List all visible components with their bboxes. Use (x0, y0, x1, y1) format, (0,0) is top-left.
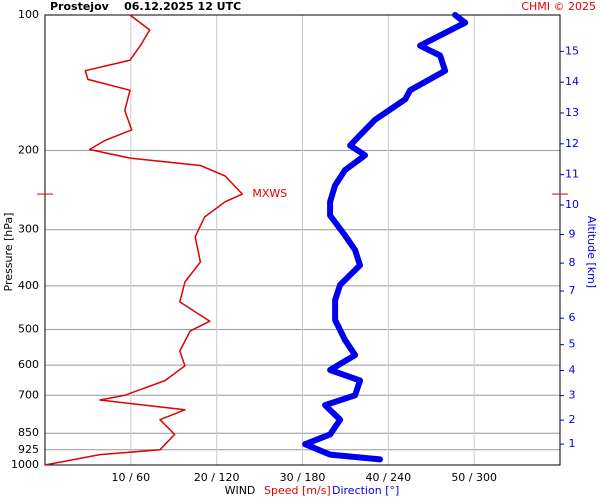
y-tick-label: 925 (18, 443, 39, 456)
legend-speed: Speed [m/s] (264, 484, 331, 497)
y-tick-label: 850 (18, 426, 39, 439)
y2-tick-label: 12 (565, 137, 579, 150)
y2-tick-label: 7 (569, 284, 576, 297)
x-tick-label: 50 / 300 (451, 471, 497, 484)
credit: CHMI © 2025 (521, 0, 596, 13)
y-tick-label: 200 (18, 143, 39, 156)
y2-tick-label: 1 (569, 437, 576, 450)
x-tick-label: 20 / 120 (194, 471, 240, 484)
y2-tick-label: 2 (569, 413, 576, 426)
plot-frame (44, 14, 561, 466)
y-tick-label: 1000 (11, 458, 39, 471)
y-axis-label: Pressure [hPa] (2, 213, 15, 292)
y2-tick-label: 13 (565, 106, 579, 119)
y-tick-label: 700 (18, 388, 39, 401)
y2-tick-label: 6 (569, 311, 576, 324)
x-axis-label: WIND (225, 484, 256, 497)
y2-tick-label: 10 (565, 198, 579, 211)
chart-title: Prostejov 06.12.2025 12 UTC (50, 0, 241, 13)
series-line (302, 12, 469, 463)
y-tick-label: 600 (18, 358, 39, 371)
x-tick-label: 40 / 240 (365, 471, 411, 484)
mxws-label: MXWS (252, 187, 287, 200)
series-line (44, 14, 244, 466)
y2-tick-label: 14 (565, 75, 579, 88)
x-tick-label: 30 / 180 (280, 471, 326, 484)
x-tick-label: 10 / 60 (111, 471, 150, 484)
y-tick-label: 400 (18, 279, 39, 292)
y2-tick-label: 11 (565, 168, 579, 181)
y-tick-label: 100 (18, 8, 39, 21)
y2-tick-label: 9 (569, 227, 576, 240)
legend-direction: Direction [°] (332, 484, 399, 497)
y2-tick-label: 8 (569, 256, 576, 269)
y2-axis-label: Altitude [km] (585, 216, 598, 288)
y-tick-label: 300 (18, 223, 39, 236)
y2-tick-label: 3 (569, 389, 576, 402)
y2-tick-label: 4 (569, 363, 576, 376)
y2-tick-label: 5 (569, 338, 576, 351)
y2-tick-label: 15 (565, 44, 579, 57)
y-tick-label: 500 (18, 323, 39, 336)
